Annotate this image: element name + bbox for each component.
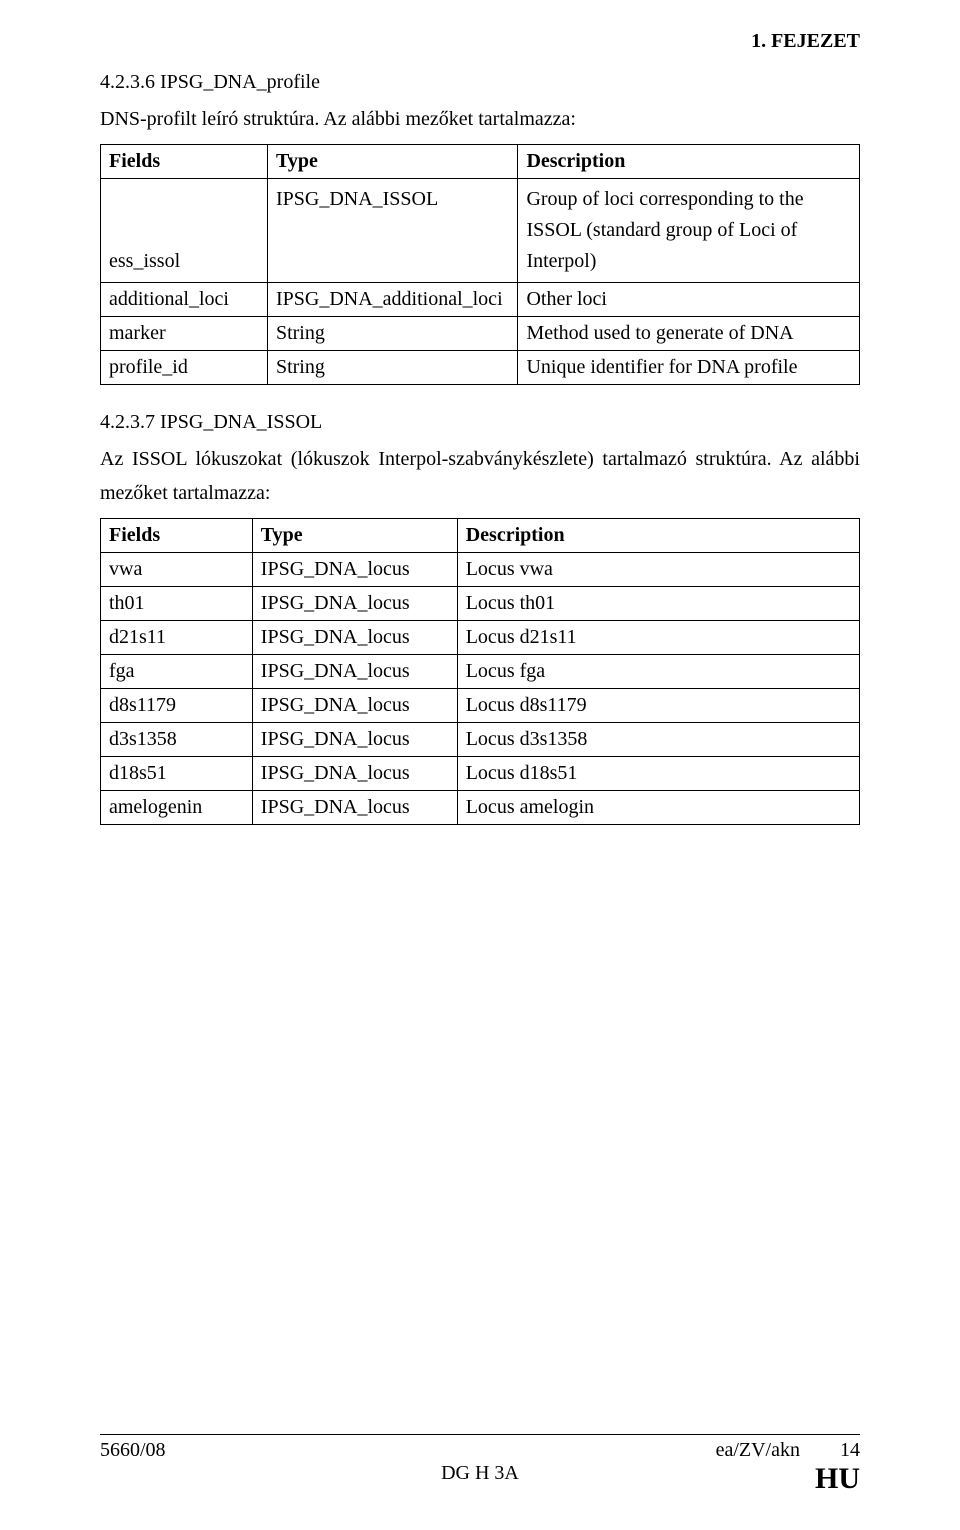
th-fields: Fields bbox=[101, 519, 253, 553]
cell: Locus th01 bbox=[457, 587, 859, 621]
th-description: Description bbox=[518, 145, 860, 179]
cell: Group of loci corresponding to the ISSOL… bbox=[518, 179, 860, 283]
cell: String bbox=[267, 317, 517, 351]
cell: amelogenin bbox=[101, 791, 253, 825]
cell: IPSG_DNA_locus bbox=[252, 621, 457, 655]
cell: IPSG_DNA_locus bbox=[252, 723, 457, 757]
cell: Locus amelogin bbox=[457, 791, 859, 825]
table-row: additional_loci IPSG_DNA_additional_loci… bbox=[101, 283, 860, 317]
page-footer: 5660/08 DG H 3A ea/ZV/akn 14 HU bbox=[100, 1434, 860, 1494]
table-row: amelogenin IPSG_DNA_locus Locus amelogin bbox=[101, 791, 860, 825]
cell: IPSG_DNA_locus bbox=[252, 553, 457, 587]
cell: IPSG_DNA_locus bbox=[252, 757, 457, 791]
cell: additional_loci bbox=[101, 283, 268, 317]
th-type: Type bbox=[267, 145, 517, 179]
cell: d8s1179 bbox=[101, 689, 253, 723]
table-row: vwa IPSG_DNA_locus Locus vwa bbox=[101, 553, 860, 587]
table-row: d21s11 IPSG_DNA_locus Locus d21s11 bbox=[101, 621, 860, 655]
cell: Locus d3s1358 bbox=[457, 723, 859, 757]
th-type: Type bbox=[252, 519, 457, 553]
footer-ref: ea/ZV/akn bbox=[716, 1439, 800, 1461]
chapter-header: 1. FEJEZET bbox=[100, 30, 860, 53]
table-row: ess_issol IPSG_DNA_ISSOL Group of loci c… bbox=[101, 179, 860, 283]
table-row: profile_id String Unique identifier for … bbox=[101, 351, 860, 385]
table-row: fga IPSG_DNA_locus Locus fga bbox=[101, 655, 860, 689]
cell: profile_id bbox=[101, 351, 268, 385]
table-header-row: Fields Type Description bbox=[101, 519, 860, 553]
cell: Method used to generate of DNA bbox=[518, 317, 860, 351]
cell: Locus d8s1179 bbox=[457, 689, 859, 723]
th-description: Description bbox=[457, 519, 859, 553]
cell: Other loci bbox=[518, 283, 860, 317]
cell: IPSG_DNA_locus bbox=[252, 587, 457, 621]
cell: vwa bbox=[101, 553, 253, 587]
cell: IPSG_DNA_ISSOL bbox=[267, 179, 517, 283]
footer-left: 5660/08 bbox=[100, 1439, 353, 1494]
table-header-row: Fields Type Description bbox=[101, 145, 860, 179]
table-dna-profile: Fields Type Description ess_issol IPSG_D… bbox=[100, 144, 860, 385]
page-number: 14 bbox=[840, 1439, 860, 1462]
footer-lang: HU bbox=[815, 1462, 860, 1495]
section-heading-1: 4.2.3.6 IPSG_DNA_profile bbox=[100, 71, 860, 94]
cell: d3s1358 bbox=[101, 723, 253, 757]
cell: Unique identifier for DNA profile bbox=[518, 351, 860, 385]
table-dna-issol: Fields Type Description vwa IPSG_DNA_loc… bbox=[100, 518, 860, 825]
table-row: d8s1179 IPSG_DNA_locus Locus d8s1179 bbox=[101, 689, 860, 723]
footer-center: DG H 3A bbox=[353, 1439, 606, 1494]
cell: String bbox=[267, 351, 517, 385]
cell: d18s51 bbox=[101, 757, 253, 791]
cell: IPSG_DNA_additional_loci bbox=[267, 283, 517, 317]
section-2-intro: Az ISSOL lókuszokat (lókuszok Interpol-s… bbox=[100, 442, 860, 510]
cell: IPSG_DNA_locus bbox=[252, 689, 457, 723]
footer-center-text: DG H 3A bbox=[441, 1462, 519, 1484]
table-row: d18s51 IPSG_DNA_locus Locus d18s51 bbox=[101, 757, 860, 791]
section-heading-2: 4.2.3.7 IPSG_DNA_ISSOL bbox=[100, 411, 860, 434]
cell: fga bbox=[101, 655, 253, 689]
cell: IPSG_DNA_locus bbox=[252, 655, 457, 689]
table-row: marker String Method used to generate of… bbox=[101, 317, 860, 351]
cell: d21s11 bbox=[101, 621, 253, 655]
cell: ess_issol bbox=[101, 179, 268, 283]
cell: Locus d18s51 bbox=[457, 757, 859, 791]
table-row: d3s1358 IPSG_DNA_locus Locus d3s1358 bbox=[101, 723, 860, 757]
cell: IPSG_DNA_locus bbox=[252, 791, 457, 825]
cell: Locus d21s11 bbox=[457, 621, 859, 655]
table-row: th01 IPSG_DNA_locus Locus th01 bbox=[101, 587, 860, 621]
footer-right: ea/ZV/akn 14 HU bbox=[607, 1439, 860, 1494]
cell: th01 bbox=[101, 587, 253, 621]
cell: marker bbox=[101, 317, 268, 351]
section-1-intro: DNS-profilt leíró struktúra. Az alábbi m… bbox=[100, 102, 860, 136]
th-fields: Fields bbox=[101, 145, 268, 179]
cell: Locus vwa bbox=[457, 553, 859, 587]
cell: Locus fga bbox=[457, 655, 859, 689]
